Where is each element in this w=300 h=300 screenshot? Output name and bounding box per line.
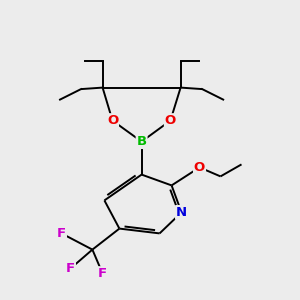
Text: O: O <box>107 114 118 127</box>
Text: F: F <box>66 262 75 275</box>
Text: N: N <box>176 206 187 219</box>
Text: F: F <box>98 267 107 280</box>
Text: O: O <box>194 161 205 174</box>
Text: B: B <box>136 135 147 148</box>
Text: F: F <box>57 227 66 240</box>
Text: O: O <box>165 114 176 127</box>
